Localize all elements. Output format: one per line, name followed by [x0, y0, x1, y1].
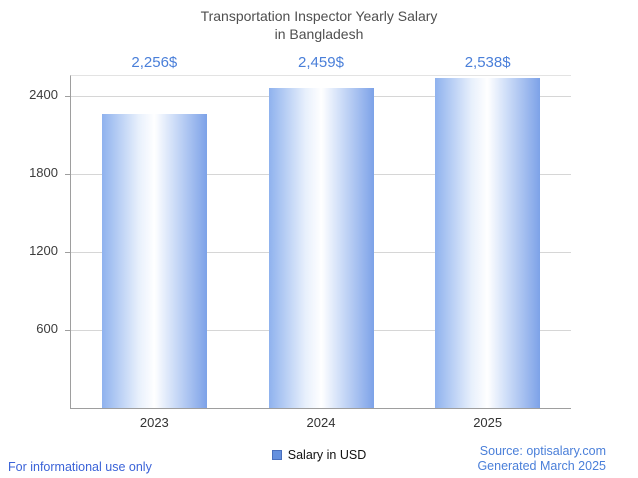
bar-2023: [101, 114, 207, 408]
y-axis: 600 1200 1800 2400: [0, 75, 64, 407]
chart-title: Transportation Inspector Yearly Salary i…: [0, 7, 638, 43]
y-tick-mark: [65, 173, 71, 175]
legend: Salary in USD: [0, 448, 638, 462]
y-tick-label: 1200: [29, 242, 58, 258]
bar-2025: [435, 77, 541, 408]
y-tick-label: 2400: [29, 86, 58, 102]
chart-title-line1: Transportation Inspector Yearly Salary: [200, 8, 438, 24]
bar-2024: [268, 87, 374, 408]
source-text: Source: optisalary.com: [479, 444, 606, 458]
x-axis-label: 2023: [139, 415, 169, 430]
footer-source: Source: optisalary.com Generated March 2…: [477, 444, 606, 474]
y-tick-label: 600: [36, 320, 58, 336]
y-tick-label: 1800: [29, 164, 58, 180]
x-axis-label: 2024: [306, 415, 336, 430]
footer-disclaimer: For informational use only: [8, 460, 152, 474]
y-tick-mark: [65, 95, 71, 97]
y-tick-mark: [65, 251, 71, 253]
bar-value-label: 2,538$: [464, 54, 511, 71]
plot-area: 2,256$ 2023 2,459$ 2024 2,538$ 2025: [65, 54, 571, 430]
bar-value-label: 2,459$: [298, 54, 344, 71]
legend-swatch-icon: [271, 450, 282, 460]
bar-value-label: 2,256$: [131, 54, 178, 71]
chart-title-line2: in Bangladesh: [274, 26, 364, 43]
y-tick-mark: [65, 329, 71, 331]
legend-label: Salary in USD: [287, 448, 367, 462]
generated-text: Generated March 2025: [477, 459, 606, 473]
x-axis-label: 2025: [473, 415, 503, 430]
